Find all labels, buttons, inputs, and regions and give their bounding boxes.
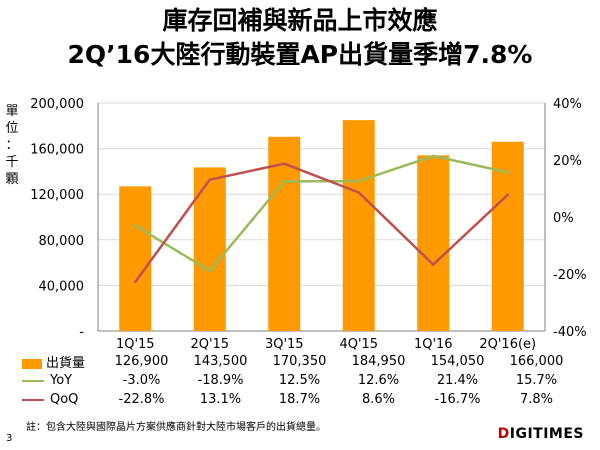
data-label: 12.5% xyxy=(278,373,321,388)
left-axis-tick-label: 200,000 xyxy=(30,97,84,112)
legend-entry: 出貨量 xyxy=(22,352,102,371)
yoy-point-2 xyxy=(208,269,211,273)
legend-label: QoQ xyxy=(50,392,79,407)
data-label: 154,050 xyxy=(430,354,485,369)
qoq-point-4 xyxy=(357,191,360,194)
bar-3 xyxy=(268,136,301,331)
logo-prefix: D xyxy=(497,426,510,442)
x-tick-label: 2Q'15 xyxy=(190,337,229,352)
table-row: 出貨量 126,900 143,500 170,350 184,950 154,050 16… xyxy=(22,352,576,371)
qoq-point-1 xyxy=(134,280,137,284)
yoy-point-1 xyxy=(134,224,137,227)
chart-title-line1: 庫存回補與新品上市效應 xyxy=(162,6,438,35)
legend-entry: YoY xyxy=(22,371,102,390)
right-axis-tick-label: 40% xyxy=(553,97,582,112)
x-tick-label: 1Q'15 xyxy=(116,337,155,352)
legend-swatch xyxy=(22,379,44,382)
page-number: 3 xyxy=(6,433,13,444)
data-label: -3.0% xyxy=(122,373,161,388)
data-label: 166,000 xyxy=(509,354,564,369)
legend-label: 出貨量 xyxy=(46,356,86,371)
y-axis-unit-char: 千 xyxy=(5,155,19,170)
data-label: 126,900 xyxy=(114,354,169,369)
right-axis-tick-label: 20% xyxy=(553,154,582,169)
qoq-series-line xyxy=(134,162,509,283)
right-axis-tick-label: -20% xyxy=(553,268,587,283)
legend-swatch xyxy=(22,358,42,369)
bar-4 xyxy=(342,120,375,331)
data-label: 21.4% xyxy=(436,373,479,388)
y-axis-unit-char: 單 xyxy=(5,104,19,119)
data-label: 170,350 xyxy=(272,354,327,369)
y-axis-unit-char: 顆 xyxy=(5,172,19,187)
yoy-series-line xyxy=(134,154,509,273)
left-axis-tick-label: 40,000 xyxy=(39,279,85,294)
left-axis-tick-label: 120,000 xyxy=(30,188,84,203)
yoy-point-5 xyxy=(432,154,435,158)
x-tick-label: 1Q'16 xyxy=(414,337,453,352)
qoq-point-3 xyxy=(283,162,286,165)
data-label: 7.8% xyxy=(519,392,554,407)
bar-1 xyxy=(119,186,152,331)
logo-text: IGITIMES xyxy=(509,426,584,442)
digitimes-logo: DIGITIMES xyxy=(498,426,584,442)
qoq-point-2 xyxy=(208,178,211,181)
yoy-point-6 xyxy=(506,171,509,174)
bar-5 xyxy=(417,155,450,331)
data-table: 出貨量 126,900 143,500 170,350 184,950 154,050 16… xyxy=(22,352,576,409)
left-axis-tick-label: 80,000 xyxy=(39,234,85,249)
yoy-point-3 xyxy=(283,180,286,183)
data-label: 8.6% xyxy=(361,392,396,407)
right-axis-tick-label: -40% xyxy=(553,325,587,340)
legend-entry: QoQ xyxy=(22,390,102,409)
x-tick-label: 2Q'16(e) xyxy=(479,337,536,352)
x-tick-label: 4Q'15 xyxy=(339,337,378,352)
legend-label: YoY xyxy=(50,373,73,388)
table-row: QoQ -22.8% 13.1% 18.7% 8.6% -16.7% 7.8% xyxy=(22,390,576,409)
left-axis-tick-label: 160,000 xyxy=(30,143,84,158)
data-label: -16.7% xyxy=(434,392,481,407)
table-row: YoY -3.0% -18.9% 12.5% 12.6% 21.4% 15.7% xyxy=(22,371,576,390)
data-label: -22.8% xyxy=(118,392,165,407)
qoq-point-5 xyxy=(432,263,435,266)
yoy-point-4 xyxy=(357,179,360,183)
bar-2 xyxy=(193,167,226,331)
left-axis-tick-label: - xyxy=(79,325,84,340)
data-label: 13.1% xyxy=(199,392,242,407)
data-label: 15.7% xyxy=(515,373,558,388)
legend-swatch xyxy=(22,398,44,401)
data-label: -18.9% xyxy=(197,373,244,388)
chart-title-line2: 2Q’16大陸行動裝置AP出貨量季增7.8% xyxy=(67,40,533,69)
data-label: 12.6% xyxy=(357,373,400,388)
qoq-point-6 xyxy=(506,193,509,196)
right-axis-tick-label: 0% xyxy=(553,211,574,226)
x-tick-label: 3Q'15 xyxy=(265,337,304,352)
y-axis-unit-char: ： xyxy=(5,138,19,153)
data-label: 143,500 xyxy=(193,354,248,369)
y-axis-unit-char: 位 xyxy=(5,121,19,136)
data-label: 184,950 xyxy=(351,354,406,369)
data-label: 18.7% xyxy=(278,392,321,407)
footnote: 註：包含大陸與國際晶片方案供應商針對大陸市場客戶的出貨總量。 xyxy=(26,422,326,433)
